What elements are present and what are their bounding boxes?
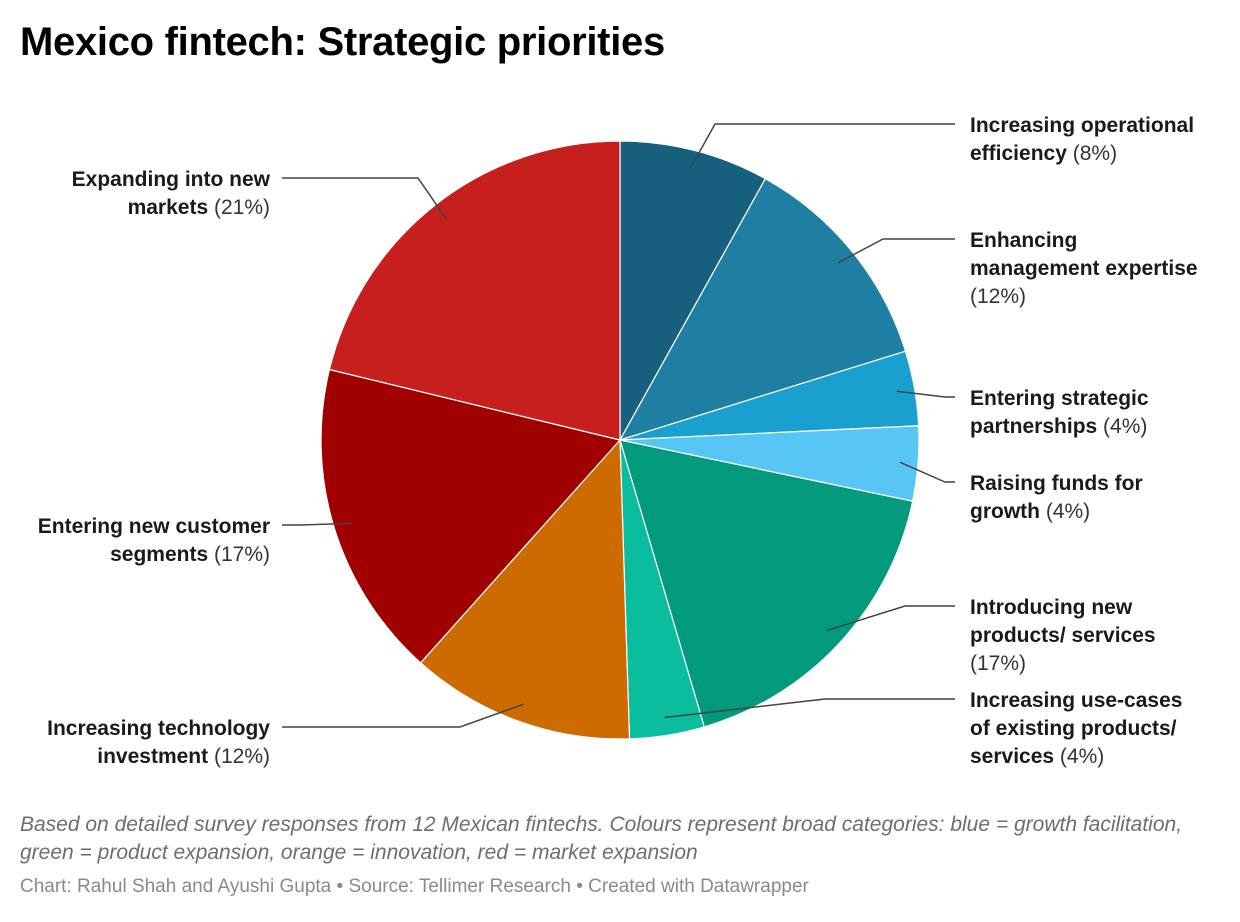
slice-label-line: Increasing use-cases [970, 689, 1182, 712]
slice-label-entering-strategic-partnerships: Entering strategic partnerships (4%) [970, 387, 1149, 438]
slice-value-label: (4%) [1054, 745, 1104, 768]
slice-label-line: Enhancing [970, 229, 1077, 252]
slice-label-line: markets [128, 196, 209, 219]
slice-value-label: (8%) [1067, 142, 1117, 165]
slice-value-label: (12%) [970, 285, 1026, 308]
pie-slice-increasing-technology-investment[interactable] [419, 438, 631, 740]
slice-label-line: Raising funds for [970, 472, 1143, 495]
leader-line-entering-new-customer-segments [282, 522, 352, 526]
slice-label-line: investment [97, 745, 208, 768]
leader-line-increasing-operational-efficiency [689, 123, 955, 169]
slice-label-line: management expertise [970, 257, 1198, 280]
slice-value-label: (21%) [208, 196, 270, 219]
slice-label-line: Increasing technology [47, 717, 270, 740]
slice-label-line: of existing products/ [970, 717, 1177, 740]
slice-label-line: Entering strategic [970, 387, 1149, 410]
slice-label-raising-funds-for-growth: Raising funds for growth (4%) [970, 472, 1143, 523]
slice-labels: Increasing operational efficiency (8%) Enh… [38, 114, 1198, 768]
pie-slice-entering-new-customer-segments[interactable] [320, 368, 622, 664]
leader-line-increasing-technology-investment [282, 703, 525, 728]
leader-line-raising-funds-for-growth [899, 461, 955, 483]
slice-label-line: products/ services [970, 624, 1156, 647]
leader-line-entering-strategic-partnerships [896, 390, 955, 398]
slice-label-line: efficiency [970, 142, 1067, 165]
leader-line-increasing-use-cases-of-existing-products-services [664, 698, 955, 719]
slice-label-enhancing-management-expertise: Enhancing management expertise (12%) [970, 229, 1198, 308]
chart-title: Mexico fintech: Strategic priorities [20, 20, 665, 64]
slice-label-line: partnerships [970, 415, 1097, 438]
slice-label-line: Introducing new [970, 596, 1133, 619]
leader-lines [282, 123, 955, 728]
leader-line-expanding-into-new-markets [282, 177, 447, 220]
slice-label-entering-new-customer-segments: Entering new customer segments (17%) [38, 515, 270, 566]
slice-label-expanding-into-new-markets: Expanding into new markets (21%) [72, 168, 271, 219]
slice-value-label: (17%) [208, 543, 270, 566]
chart-notes: Based on detailed survey responses from … [20, 813, 1183, 864]
slice-label-introducing-new-products-services: Introducing new products/ services (17%) [970, 596, 1156, 675]
slice-value-label: (4%) [1097, 415, 1147, 438]
pie-slice-introducing-new-products-services[interactable] [619, 439, 914, 728]
pie-slice-enhancing-management-expertise[interactable] [618, 177, 907, 442]
pie-slice-increasing-operational-efficiency[interactable] [619, 140, 767, 443]
slice-label-line: Increasing operational [970, 114, 1194, 137]
slice-value-label: (17%) [970, 652, 1026, 675]
slice-label-line: Entering new customer [38, 515, 270, 538]
slice-label-line: growth [970, 500, 1040, 523]
pie-chart: Increasing operational efficiency (8%) Enh… [38, 114, 1198, 768]
leader-line-introducing-new-products-services [826, 605, 955, 632]
pie-slices [320, 140, 920, 740]
slice-label-increasing-use-cases-of-existing-products-services: Increasing use-cases of existing products… [970, 689, 1182, 768]
chart-credits: Chart: Rahul Shah and Ayushi Gupta • Sou… [20, 876, 809, 897]
slice-label-increasing-operational-efficiency: Increasing operational efficiency (8%) [970, 114, 1194, 165]
pie-slice-expanding-into-new-markets[interactable] [328, 140, 621, 441]
slice-label-line: services [970, 745, 1054, 768]
slice-value-label: (4%) [1040, 500, 1090, 523]
slice-label-line: segments [110, 543, 208, 566]
slice-label-line: Expanding into new [72, 168, 271, 191]
slice-label-increasing-technology-investment: Increasing technology investment (12%) [47, 717, 270, 768]
slice-value-label: (12%) [208, 745, 270, 768]
leader-line-enhancing-management-expertise [837, 238, 955, 264]
